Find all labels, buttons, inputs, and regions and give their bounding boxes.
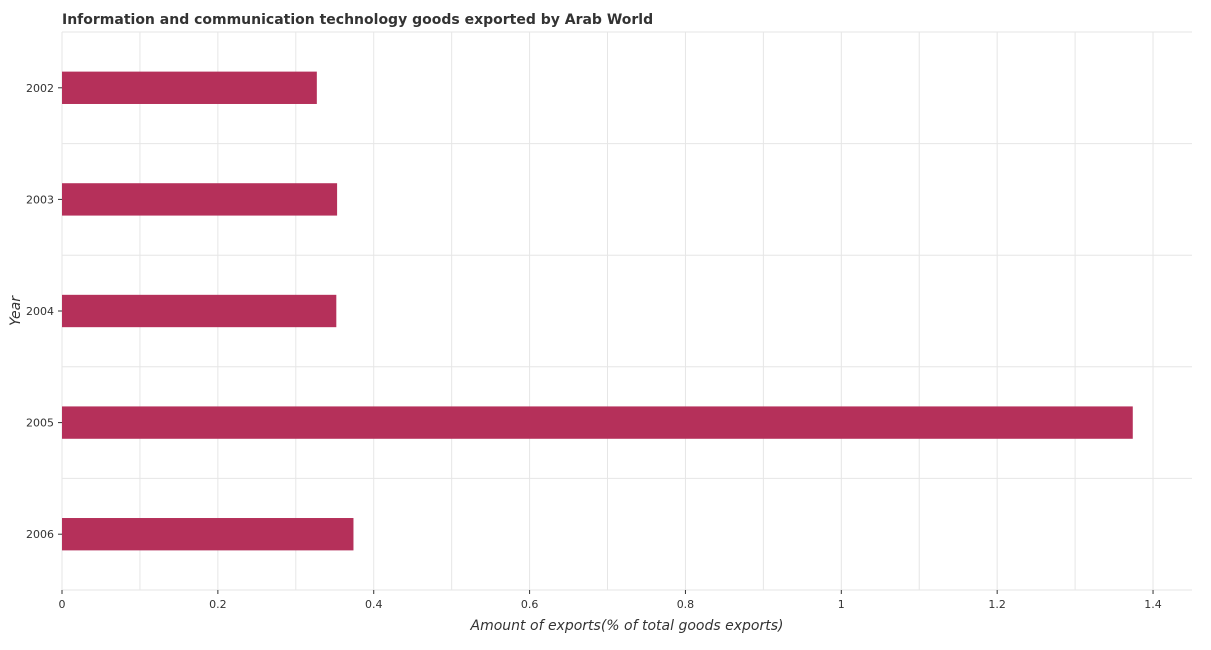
bar-2004 bbox=[62, 294, 337, 328]
axes bbox=[58, 87, 1154, 594]
bar-2005 bbox=[62, 406, 1133, 439]
y-tick-label-2005: 2005 bbox=[26, 417, 54, 430]
grid bbox=[61, 31, 1192, 591]
y-tick-label-2004: 2004 bbox=[26, 305, 54, 318]
chart-title: Information and communication technology… bbox=[62, 12, 653, 28]
x-tick-label: 1 bbox=[838, 598, 845, 611]
bar-2003 bbox=[62, 183, 338, 216]
x-tick-label: 0.4 bbox=[365, 598, 383, 611]
x-tick-label: 0 bbox=[59, 598, 66, 611]
x-tick-labels: 0 0.2 0.4 0.6 0.8 1 1.2 1.4 bbox=[59, 598, 1162, 611]
x-axis-label: Amount of exports(% of total goods expor… bbox=[470, 618, 784, 634]
y-tick-label-2003: 2003 bbox=[26, 193, 54, 206]
x-tick-label: 0.2 bbox=[209, 598, 227, 611]
y-tick-label-2006: 2006 bbox=[26, 528, 54, 541]
x-tick-label: 0.6 bbox=[521, 598, 539, 611]
bar-2002 bbox=[62, 71, 317, 104]
y-tick-labels: 2002 2003 2004 2005 2006 bbox=[26, 82, 54, 541]
x-tick-label: 1.4 bbox=[1144, 598, 1162, 611]
bar-2006 bbox=[62, 518, 354, 551]
x-tick-label: 0.8 bbox=[677, 598, 695, 611]
y-tick-label-2002: 2002 bbox=[26, 82, 54, 95]
bars bbox=[62, 71, 1133, 551]
x-tick-label: 1.2 bbox=[988, 598, 1006, 611]
y-axis-label: Year bbox=[8, 295, 24, 326]
